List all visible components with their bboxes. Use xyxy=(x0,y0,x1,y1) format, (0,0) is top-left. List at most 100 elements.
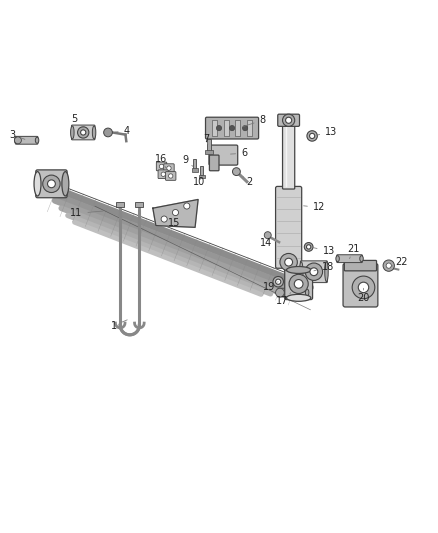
Bar xyxy=(224,120,229,136)
Circle shape xyxy=(304,243,313,251)
Circle shape xyxy=(264,232,271,239)
FancyBboxPatch shape xyxy=(36,170,67,198)
Circle shape xyxy=(294,279,303,288)
Circle shape xyxy=(167,166,171,171)
Bar xyxy=(198,175,205,178)
FancyBboxPatch shape xyxy=(164,164,174,173)
Text: 2: 2 xyxy=(244,177,253,187)
Text: 13: 13 xyxy=(312,246,335,256)
Bar xyxy=(200,166,203,175)
Text: 5: 5 xyxy=(71,114,83,128)
Circle shape xyxy=(81,130,86,135)
FancyBboxPatch shape xyxy=(278,114,300,126)
Circle shape xyxy=(285,258,293,266)
Text: 11: 11 xyxy=(70,208,103,219)
Text: 7: 7 xyxy=(203,134,209,144)
Ellipse shape xyxy=(286,266,311,273)
FancyBboxPatch shape xyxy=(276,187,302,268)
Bar xyxy=(116,202,124,207)
Circle shape xyxy=(47,180,55,188)
FancyBboxPatch shape xyxy=(285,268,313,300)
Ellipse shape xyxy=(71,126,74,139)
Ellipse shape xyxy=(360,256,363,262)
Circle shape xyxy=(310,268,318,276)
FancyBboxPatch shape xyxy=(166,172,176,180)
Circle shape xyxy=(173,209,179,215)
FancyBboxPatch shape xyxy=(209,145,238,165)
Circle shape xyxy=(78,127,89,138)
Text: 14: 14 xyxy=(260,238,272,248)
FancyBboxPatch shape xyxy=(156,162,167,171)
Bar xyxy=(212,120,217,136)
Circle shape xyxy=(273,277,283,287)
Polygon shape xyxy=(153,199,198,228)
FancyBboxPatch shape xyxy=(71,125,95,140)
Text: 4: 4 xyxy=(115,126,130,136)
FancyBboxPatch shape xyxy=(278,288,308,297)
Circle shape xyxy=(230,125,235,131)
Ellipse shape xyxy=(336,256,339,262)
Ellipse shape xyxy=(62,172,69,196)
Text: 15: 15 xyxy=(169,218,181,228)
FancyBboxPatch shape xyxy=(209,155,219,171)
Circle shape xyxy=(386,263,391,268)
Bar xyxy=(207,139,211,151)
Circle shape xyxy=(307,245,311,249)
Ellipse shape xyxy=(300,262,303,282)
Ellipse shape xyxy=(277,289,281,296)
Text: 12: 12 xyxy=(304,203,325,212)
Circle shape xyxy=(14,137,21,144)
FancyBboxPatch shape xyxy=(337,255,362,263)
Circle shape xyxy=(286,117,292,123)
Circle shape xyxy=(289,274,308,294)
FancyBboxPatch shape xyxy=(15,136,38,144)
Circle shape xyxy=(159,164,164,168)
Text: 6: 6 xyxy=(230,148,247,158)
Bar xyxy=(235,120,240,136)
Circle shape xyxy=(352,276,375,298)
Bar xyxy=(193,159,196,168)
Circle shape xyxy=(283,114,295,126)
FancyBboxPatch shape xyxy=(344,261,377,271)
Text: 1: 1 xyxy=(111,320,127,330)
Circle shape xyxy=(216,125,222,131)
Bar xyxy=(191,168,198,172)
Ellipse shape xyxy=(305,289,309,296)
FancyBboxPatch shape xyxy=(300,261,327,282)
Circle shape xyxy=(383,260,394,271)
Circle shape xyxy=(161,172,166,176)
Ellipse shape xyxy=(35,137,39,143)
Text: 19: 19 xyxy=(262,282,278,292)
Circle shape xyxy=(358,282,369,293)
Circle shape xyxy=(280,254,297,271)
Circle shape xyxy=(184,203,190,209)
Bar xyxy=(205,150,213,154)
Text: 18: 18 xyxy=(314,262,334,271)
Circle shape xyxy=(233,168,240,175)
Text: 9: 9 xyxy=(183,155,193,166)
Circle shape xyxy=(43,175,60,192)
FancyBboxPatch shape xyxy=(205,117,258,139)
Text: 20: 20 xyxy=(357,288,370,303)
Circle shape xyxy=(307,131,318,141)
Text: 22: 22 xyxy=(391,257,408,267)
Text: 13: 13 xyxy=(317,126,337,136)
Text: 17: 17 xyxy=(276,293,291,306)
Bar xyxy=(247,120,252,136)
Text: 21: 21 xyxy=(347,244,359,259)
FancyBboxPatch shape xyxy=(158,170,169,179)
Text: 8: 8 xyxy=(244,115,265,126)
Text: 3: 3 xyxy=(9,130,25,140)
Circle shape xyxy=(169,174,173,178)
Text: 10: 10 xyxy=(193,177,205,187)
Ellipse shape xyxy=(14,137,18,143)
Circle shape xyxy=(305,263,322,280)
Circle shape xyxy=(310,133,315,139)
Ellipse shape xyxy=(286,294,311,301)
Circle shape xyxy=(104,128,113,137)
Ellipse shape xyxy=(34,172,41,196)
Circle shape xyxy=(161,216,167,222)
Text: 16: 16 xyxy=(155,154,168,168)
Ellipse shape xyxy=(325,262,328,282)
Circle shape xyxy=(276,288,284,297)
